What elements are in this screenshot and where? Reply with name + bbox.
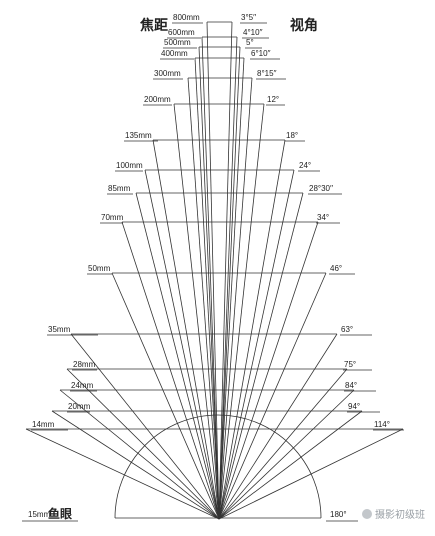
fov-left-edge [152,139,220,520]
fov-left-edge [59,389,220,520]
focal-length-label: 200mm [144,95,171,104]
fov-left-edge [206,21,220,520]
focal-length-label: 20mm [68,402,91,411]
fov-right-edge [218,139,286,520]
fov-right-edge [218,333,338,520]
fov-right-edge [218,192,304,520]
focal-length-label: 400mm [161,49,188,58]
view-angle-label: 24° [299,161,311,170]
view-angle-label: 34° [317,213,329,222]
focal-length-label: 35mm [48,325,71,334]
fov-left-edge [201,36,220,520]
field-of-view-lines [25,21,404,520]
fov-left-edge [173,103,220,520]
focal-length-label: 300mm [154,69,181,78]
view-angle-label: 28°30′′ [309,184,333,193]
view-angle-label: 84° [345,381,357,390]
view-angle-label: 94° [348,402,360,411]
fov-right-edge [218,103,265,520]
fov-right-edge [218,221,319,520]
view-angle-label: 4°10′′ [243,28,263,37]
fisheye-focal-label: 15mm [28,510,51,519]
fov-left-edge [198,46,220,520]
view-angle-label: 18° [286,131,298,140]
focal-length-label: 135mm [125,131,152,140]
fov-right-edge [218,169,295,520]
focal-length-label: 70mm [101,213,124,222]
view-angle-label: 63° [341,325,353,334]
view-angle-label: 5° [246,38,254,47]
fov-right-edge [218,46,241,520]
fov-left-edge [66,368,220,520]
fov-left-edge [51,410,220,520]
fov-left-edge [70,333,220,520]
fov-left-edge [135,192,220,520]
fov-right-edge [218,77,253,520]
watermark: 摄影初级班 [362,508,425,521]
fov-right-edge [218,21,233,520]
fov-right-edge [218,36,238,520]
view-angle-label: 12° [267,95,279,104]
focal-length-label: 600mm [168,28,195,37]
watermark-logo-icon [362,509,372,519]
focal-length-label: 800mm [173,13,200,22]
fov-left-edge [111,272,220,520]
view-angle-label: 75° [344,360,356,369]
focal-length-label: 24mm [71,381,94,390]
fisheye-row: 15mm 鱼眼 180° [22,414,358,522]
fov-right-edge [218,389,355,520]
view-angle-title: 视角 [290,17,318,34]
fov-left-edge [194,57,220,520]
focal-length-label: 14mm [32,420,55,429]
view-angle-label: 3°5′′ [241,13,257,22]
fisheye-arc [114,414,322,519]
view-angle-label: 114° [374,420,390,429]
fisheye-name-label: 鱼眼 [48,506,72,521]
focal-length-label: 50mm [88,264,111,273]
fov-left-edge [25,428,220,520]
view-angle-label: 6°10′′ [251,49,271,58]
fov-right-edge [218,272,327,520]
focal-length-label: 28mm [73,360,96,369]
focal-length-title: 焦距 [139,17,168,34]
focal-length-label: 100mm [116,161,143,170]
watermark-text: 摄影初级班 [375,508,425,521]
view-angle-label: 8°15′′ [257,69,277,78]
fov-left-edge [144,169,220,520]
focal-length-label: 500mm [164,38,191,47]
row-labels: 800mm 3°5′′ 600mm 4°10′′ 500mm 5° 400mm 6°10′′ 3… [31,13,404,431]
fisheye-angle-label: 180° [330,510,347,519]
fov-left-edge [187,77,220,520]
fov-right-edge [218,410,363,520]
fov-left-edge [121,221,220,520]
focal-length-label: 85mm [108,184,131,193]
fov-right-edge [218,57,245,520]
fov-right-edge [218,368,348,520]
view-angle-label: 46° [330,264,342,273]
